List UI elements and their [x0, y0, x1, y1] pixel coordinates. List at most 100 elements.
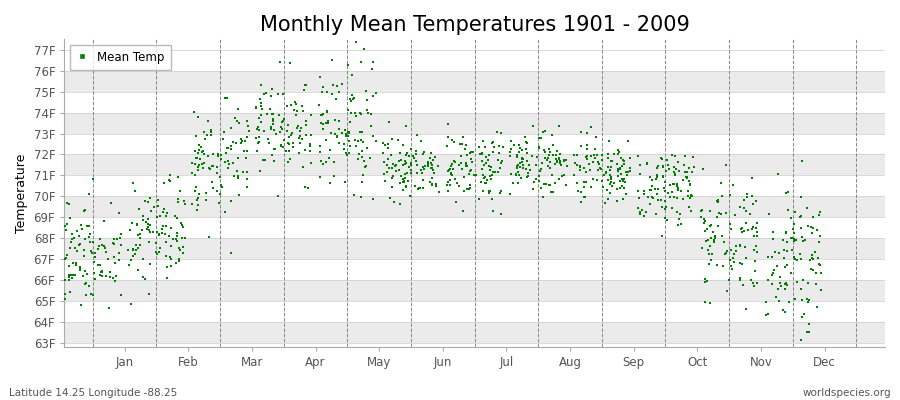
- Point: [266, 152, 280, 158]
- Point: [214, 152, 229, 159]
- Point: [773, 274, 788, 280]
- Point: [683, 208, 698, 214]
- Point: [392, 137, 406, 143]
- Point: [266, 121, 281, 127]
- Point: [355, 179, 369, 185]
- Point: [711, 199, 725, 205]
- Point: [729, 248, 743, 254]
- Text: worldspecies.org: worldspecies.org: [803, 388, 891, 398]
- Point: [112, 209, 126, 216]
- Point: [613, 166, 627, 172]
- Point: [651, 163, 665, 169]
- Point: [359, 87, 374, 94]
- Point: [383, 194, 398, 201]
- Point: [196, 129, 211, 136]
- Point: [734, 203, 748, 210]
- Point: [511, 172, 526, 178]
- Point: [778, 281, 792, 287]
- Point: [386, 161, 400, 168]
- Point: [425, 165, 439, 171]
- Point: [583, 167, 598, 173]
- Point: [73, 264, 87, 270]
- Point: [140, 216, 155, 222]
- Point: [616, 195, 630, 202]
- Point: [725, 255, 740, 261]
- Point: [170, 214, 184, 221]
- Point: [580, 130, 594, 136]
- Point: [238, 138, 252, 145]
- Point: [188, 172, 202, 178]
- Point: [654, 204, 669, 210]
- Point: [490, 128, 504, 135]
- Point: [452, 162, 466, 168]
- Point: [544, 182, 558, 188]
- Point: [60, 200, 75, 206]
- Point: [509, 172, 524, 178]
- Point: [275, 91, 290, 98]
- Point: [135, 212, 149, 219]
- Point: [745, 225, 760, 232]
- Point: [595, 157, 609, 163]
- Point: [77, 247, 92, 253]
- Point: [588, 155, 602, 162]
- Point: [648, 186, 662, 192]
- Point: [738, 306, 752, 313]
- Point: [452, 183, 466, 189]
- Point: [113, 235, 128, 241]
- Point: [66, 271, 80, 278]
- Point: [212, 191, 227, 197]
- Point: [464, 149, 478, 155]
- Bar: [64, 196, 885, 217]
- Point: [788, 256, 802, 262]
- Point: [503, 191, 517, 197]
- Point: [778, 309, 792, 315]
- Point: [274, 126, 289, 133]
- Point: [230, 118, 245, 124]
- Point: [320, 159, 334, 165]
- Point: [718, 250, 733, 257]
- Point: [107, 240, 122, 247]
- Point: [150, 229, 165, 235]
- Point: [150, 203, 165, 209]
- Point: [192, 161, 206, 168]
- Point: [573, 166, 588, 173]
- Point: [507, 141, 521, 148]
- Point: [341, 107, 356, 114]
- Point: [186, 109, 201, 115]
- Point: [640, 161, 654, 167]
- Point: [805, 252, 819, 258]
- Point: [808, 248, 823, 255]
- Point: [299, 131, 313, 138]
- Point: [424, 165, 438, 172]
- Point: [143, 229, 157, 235]
- Point: [491, 168, 505, 175]
- Point: [103, 269, 117, 275]
- Point: [401, 178, 416, 184]
- Point: [250, 124, 265, 130]
- Point: [572, 164, 587, 170]
- Point: [475, 166, 490, 172]
- Point: [596, 184, 610, 190]
- Point: [671, 185, 686, 191]
- Point: [782, 299, 796, 305]
- Point: [553, 156, 567, 162]
- Point: [273, 129, 287, 135]
- Point: [385, 136, 400, 142]
- Point: [708, 233, 723, 240]
- Point: [538, 128, 553, 134]
- Point: [532, 134, 546, 141]
- Point: [320, 120, 334, 126]
- Point: [469, 171, 483, 178]
- Point: [526, 185, 540, 192]
- Point: [237, 148, 251, 154]
- Point: [734, 224, 749, 231]
- Point: [262, 140, 276, 146]
- Point: [189, 132, 203, 139]
- Point: [610, 198, 625, 205]
- Point: [672, 216, 687, 222]
- Point: [138, 276, 152, 283]
- Point: [743, 211, 758, 218]
- Point: [603, 176, 617, 182]
- Point: [276, 137, 291, 143]
- Point: [487, 144, 501, 150]
